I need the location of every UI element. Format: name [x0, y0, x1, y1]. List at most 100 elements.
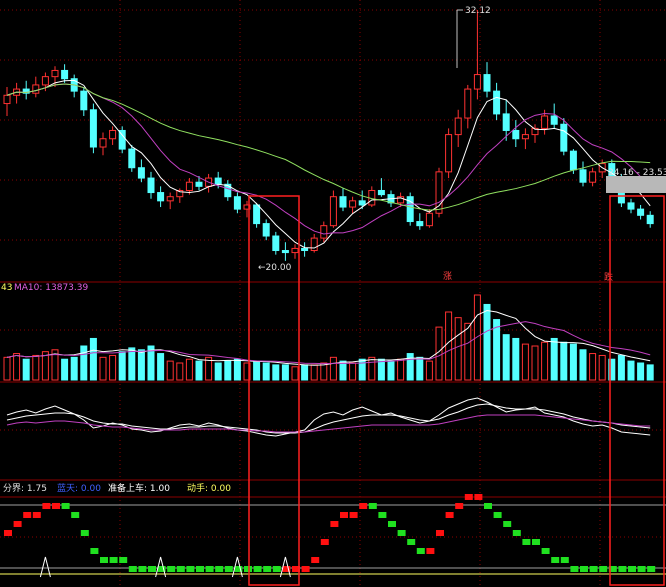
- volume-ma5-label: 43: [1, 283, 12, 293]
- indicator-reference-lines: [0, 504, 666, 575]
- indicator-block: [493, 512, 502, 518]
- candle-body: [646, 214, 654, 225]
- volume-bar: [377, 358, 385, 381]
- indicator-block: [148, 566, 156, 572]
- candle-body: [109, 129, 117, 140]
- indicator-block: [551, 557, 560, 563]
- candle-body: [425, 212, 433, 227]
- volume-bar: [214, 362, 222, 381]
- volume-bar: [3, 356, 11, 381]
- volume-bar: [329, 356, 337, 381]
- volume-bar: [646, 364, 654, 381]
- indicator-block: [647, 566, 656, 572]
- candle-body: [272, 235, 280, 252]
- ma30-line: [6, 83, 651, 211]
- indicator-block: [474, 494, 483, 500]
- oscillator-line-2: [6, 403, 651, 434]
- oscillator-line-3: [6, 414, 651, 433]
- indicator-block: [4, 530, 12, 536]
- indicator-block: [608, 566, 617, 572]
- volume-bar: [195, 360, 203, 381]
- candle-body: [301, 247, 309, 252]
- candle-body: [531, 127, 539, 136]
- volume-bar: [550, 337, 558, 381]
- price-range-box: [606, 176, 666, 193]
- indicator-block: [263, 566, 272, 572]
- volume-bar: [397, 358, 405, 381]
- volume-bar: [387, 360, 395, 381]
- candle-body: [637, 208, 645, 216]
- candle-body: [51, 69, 59, 78]
- indicator-lanse-label: 蓝天: 0.00: [57, 482, 101, 494]
- oscillator-lines: [6, 397, 651, 437]
- volume-bar: [13, 353, 21, 381]
- volume-bar: [493, 319, 501, 381]
- indicator-block: [100, 557, 108, 563]
- volume-bar: [521, 343, 529, 381]
- volume-bar: [531, 345, 539, 381]
- indicator-block: [301, 566, 310, 572]
- candle-body: [329, 196, 337, 227]
- candle-body: [233, 196, 241, 210]
- volume-bar: [51, 349, 59, 381]
- indicator-block: [388, 521, 396, 527]
- indicator-fenjie-label: 分界: 1.75: [3, 483, 47, 494]
- volume-bar: [464, 322, 472, 381]
- volume-bar: [368, 356, 376, 381]
- volume-bar: [358, 358, 366, 381]
- volume-bar: [589, 353, 597, 381]
- volume-bar: [541, 341, 549, 381]
- candle-body: [320, 225, 328, 239]
- candle-body: [339, 196, 347, 208]
- candle-body: [541, 115, 549, 129]
- candle-body: [157, 192, 165, 202]
- high-price-label: 32.12: [465, 6, 491, 16]
- indicator-block: [522, 539, 531, 545]
- indicator-block: [532, 539, 540, 545]
- volume-bar: [502, 334, 510, 381]
- candle-body: [22, 88, 30, 94]
- indicator-block: [138, 566, 147, 572]
- candle-body: [195, 181, 203, 187]
- indicator-block: [119, 557, 128, 563]
- indicator-block: [52, 503, 60, 509]
- volume-ma10-line: [6, 321, 651, 365]
- volume-bar: [233, 358, 241, 381]
- candle-body: [41, 76, 49, 86]
- indicator-block: [32, 512, 41, 518]
- candle-body: [214, 177, 222, 185]
- price-range-label: 24.16 - 23.53: [608, 168, 666, 178]
- volume-bar: [157, 353, 165, 381]
- candle-body: [454, 117, 462, 136]
- indicator-block: [282, 566, 291, 572]
- indicator-block: [253, 566, 262, 572]
- candle-body: [262, 223, 270, 237]
- volume-bar: [185, 358, 193, 381]
- indicator-block: [368, 503, 377, 509]
- indicator-spike: [279, 556, 291, 578]
- volume-bar: [166, 360, 174, 381]
- candle-body: [416, 221, 424, 227]
- indicator-spike: [39, 556, 51, 578]
- indicator-block: [330, 521, 339, 527]
- candlestick-series: [3, 10, 654, 261]
- indicator-block: [560, 557, 569, 563]
- candle-body: [464, 88, 472, 119]
- candle-body: [310, 237, 318, 252]
- indicator-block: [589, 566, 598, 572]
- volume-bar: [70, 356, 78, 381]
- volume-bar: [176, 362, 184, 381]
- volume-bar: [627, 360, 635, 381]
- volume-bar: [99, 356, 107, 381]
- volume-bar: [339, 360, 347, 381]
- indicator-block: [224, 566, 233, 572]
- volume-bar: [349, 362, 357, 381]
- indicator-block: [484, 503, 492, 509]
- volume-bar: [61, 358, 69, 381]
- oscillator-line-1: [6, 397, 651, 437]
- candle-body: [550, 115, 558, 125]
- indicator-spikes: [39, 556, 291, 578]
- candle-body: [406, 196, 414, 223]
- volume-bar: [291, 366, 299, 381]
